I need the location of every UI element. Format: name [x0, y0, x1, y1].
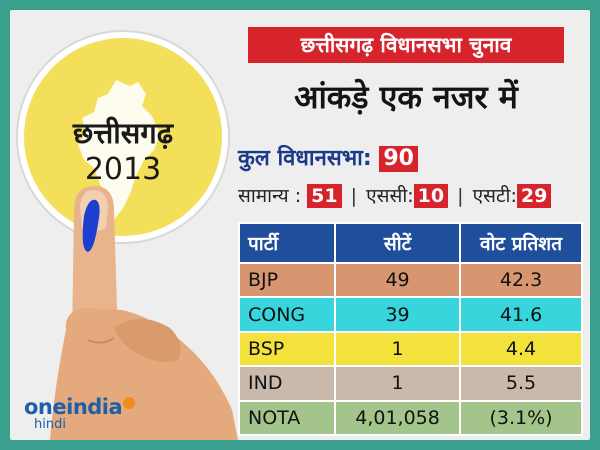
category-st-value: 29: [516, 184, 552, 208]
header-seats: सीटें: [333, 222, 462, 264]
category-breakdown: सामान्य : 51 | एससी: 10 | एसटी: 29: [238, 182, 552, 208]
category-sc-value: 10: [413, 184, 449, 208]
total-value: 90: [379, 146, 418, 172]
party-cell: BJP: [238, 261, 336, 299]
party-cell: IND: [238, 365, 336, 402]
vote-cell: 5.5: [459, 365, 583, 402]
table-row: IND 1 5.5: [238, 365, 583, 402]
table-row: BJP 49 42.3: [238, 261, 583, 299]
badge-year: 2013: [84, 152, 162, 187]
table-row: NOTA 4,01,058 (3.1%): [238, 399, 583, 437]
party-cell: NOTA: [238, 399, 336, 437]
vote-cell: (3.1%): [459, 399, 583, 437]
logo-brand: oneindia: [24, 395, 123, 419]
table-row: CONG 39 41.6: [238, 296, 583, 333]
seats-cell: 1: [333, 330, 462, 368]
state-badge: छत्तीसगढ़ 2013: [18, 32, 228, 242]
header-party: पार्टी: [238, 222, 336, 264]
party-cell: CONG: [238, 296, 336, 333]
seats-cell: 1: [333, 365, 462, 402]
category-st-label: एसटी:: [472, 185, 517, 207]
seats-cell: 4,01,058: [333, 399, 462, 437]
party-cell: BSP: [238, 330, 336, 368]
badge-state-name: छत्तीसगढ़: [72, 116, 174, 150]
seats-cell: 39: [333, 296, 462, 333]
category-general-value: 51: [307, 184, 342, 208]
state-map-icon: [78, 80, 160, 222]
category-sc-label: एससी:: [366, 185, 414, 207]
logo-dot-icon: [123, 397, 136, 409]
oneindia-logo: oneindia hindi: [24, 395, 136, 432]
category-general-label: सामान्य :: [238, 185, 302, 207]
infographic-card: छत्तीसगढ़ 2013 oneindia hindi छत्तीसगढ़ …: [10, 10, 590, 440]
divider: |: [350, 185, 358, 207]
page-title: छत्तीसगढ़ विधानसभा चुनाव: [248, 27, 564, 63]
results-table: पार्टी सीटें वोट प्रतिशत BJP 49 42.3 CON…: [238, 222, 583, 437]
voting-finger-icon: [50, 186, 238, 440]
total-label: कुल विधानसभा:: [238, 146, 372, 171]
vote-cell: 4.4: [459, 330, 583, 368]
seats-cell: 49: [333, 261, 462, 299]
header-vote-percent: वोट प्रतिशत: [459, 222, 583, 264]
vote-cell: 42.3: [459, 261, 583, 299]
total-seats: कुल विधानसभा: 90: [238, 142, 418, 172]
logo-sub: hindi: [34, 417, 66, 432]
vote-cell: 41.6: [459, 296, 583, 333]
divider: |: [457, 185, 464, 207]
table-row: BSP 1 4.4: [238, 330, 583, 368]
table-header-row: पार्टी सीटें वोट प्रतिशत: [238, 222, 583, 264]
page-subtitle: आंकड़े एक नजर में: [294, 78, 518, 116]
